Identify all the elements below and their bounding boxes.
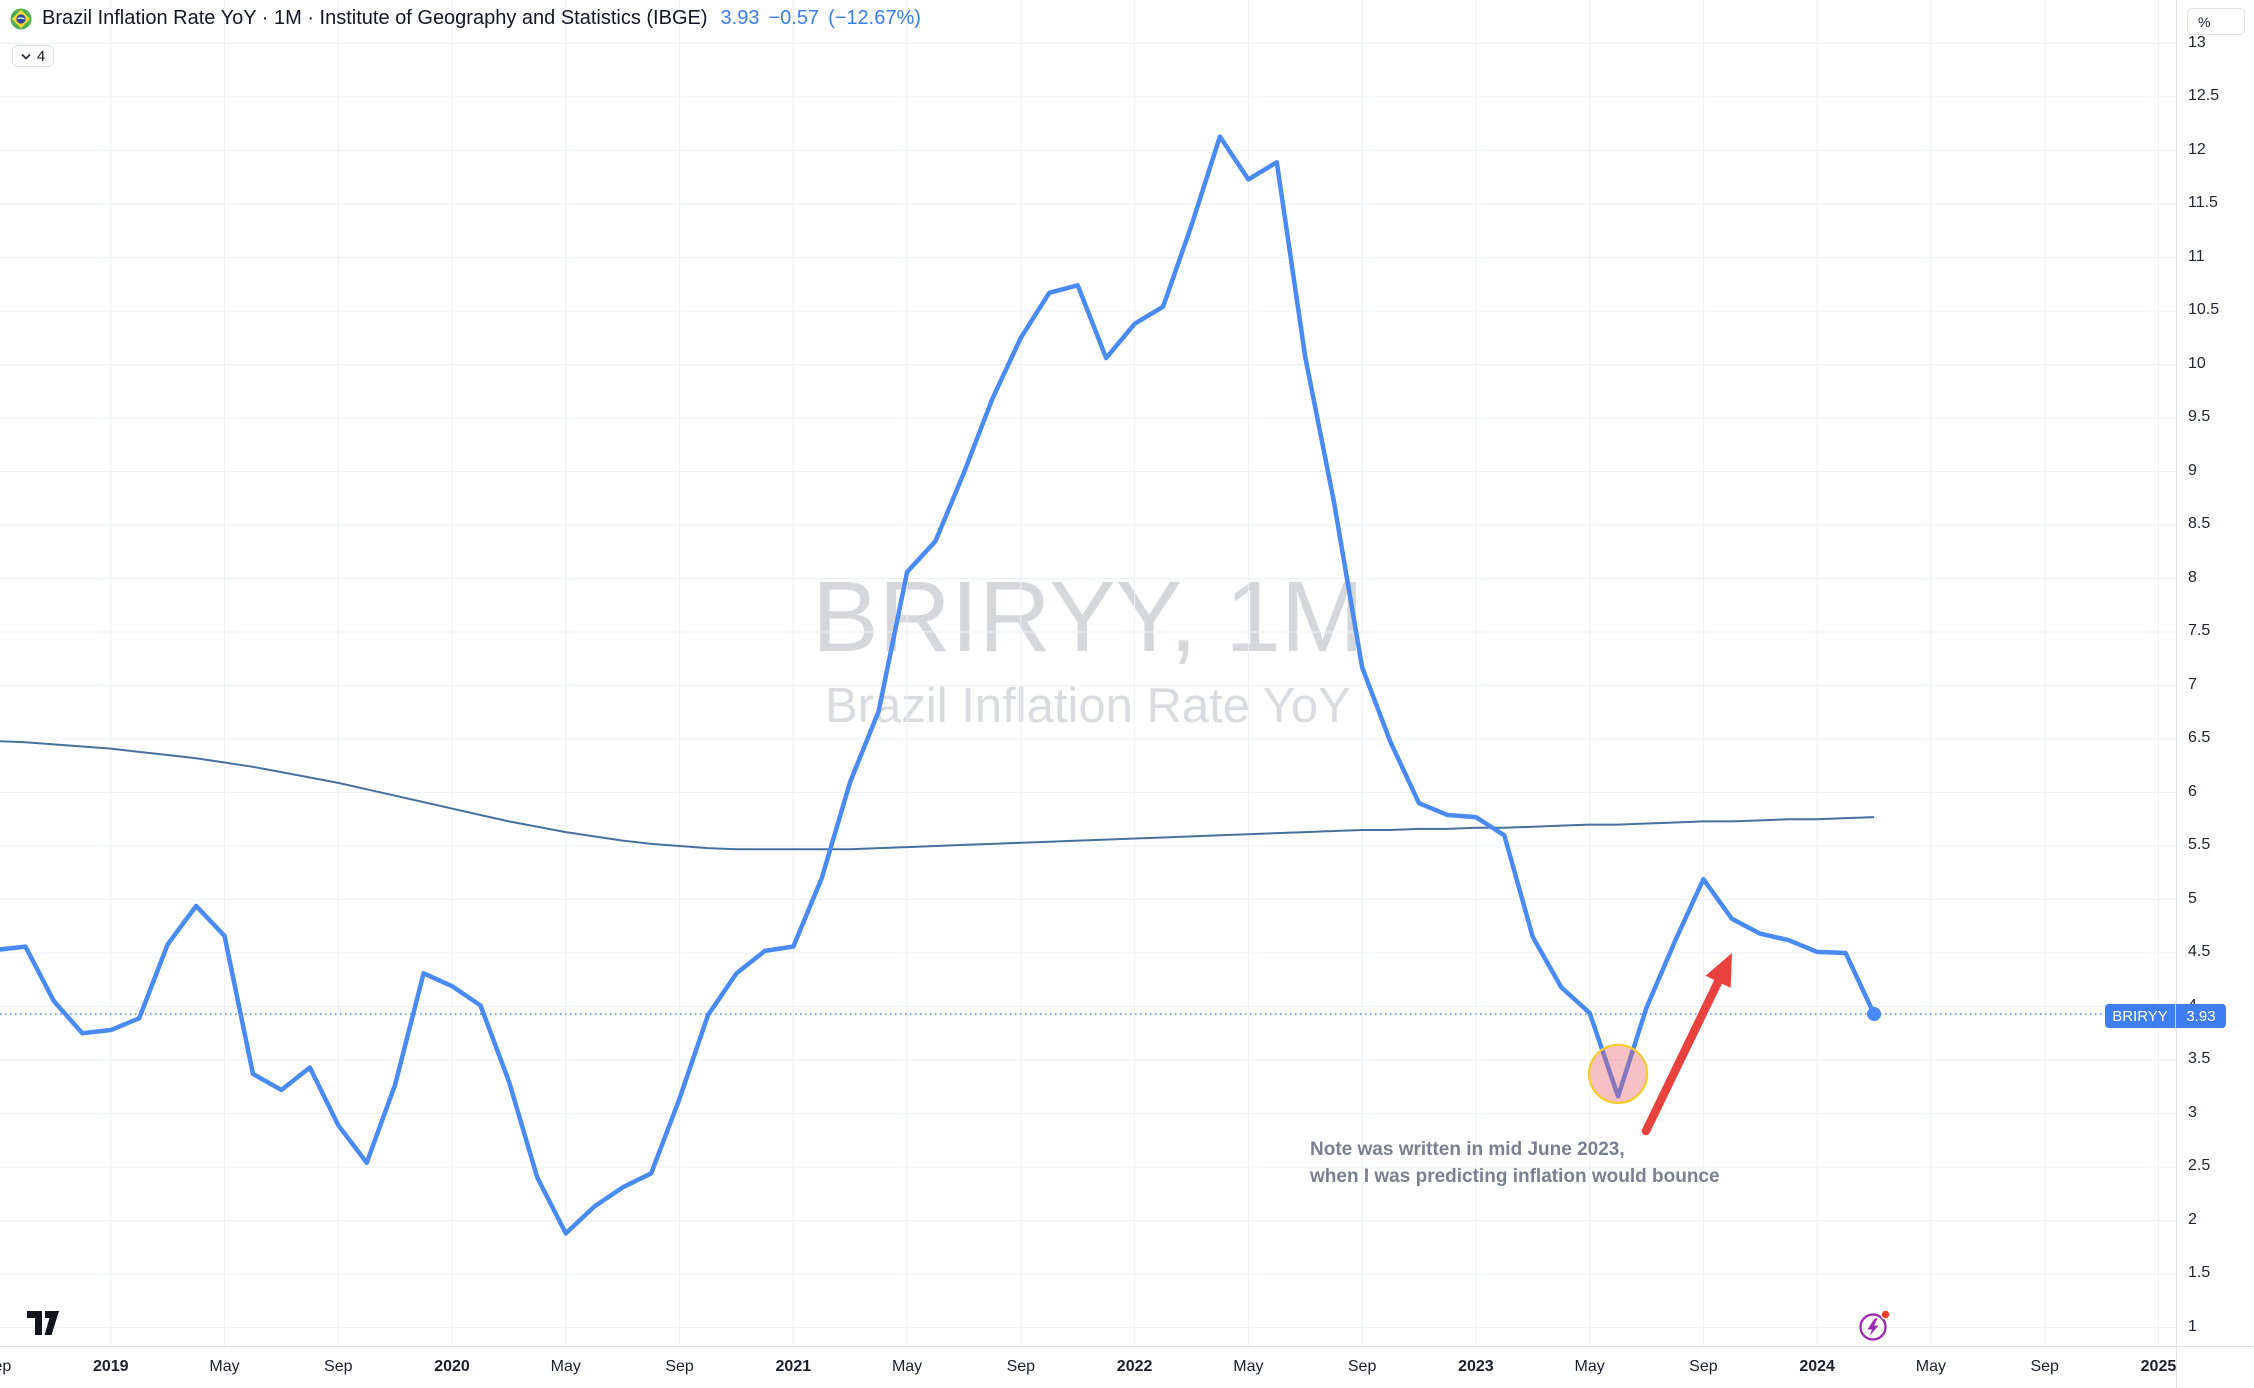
- tradingview-logo[interactable]: [26, 1308, 60, 1338]
- y-tick-label: 8: [2188, 568, 2197, 586]
- price-label-value: 3.93: [2186, 1007, 2216, 1025]
- y-tick-label: 1.5: [2188, 1264, 2211, 1281]
- brazil-flag-icon: [10, 8, 32, 29]
- x-tick-label: Sep: [324, 1358, 353, 1375]
- minds-lightning-icon[interactable]: [1854, 1306, 1894, 1346]
- note-line-1: Note was written in mid June 2023,: [1310, 1139, 1625, 1160]
- price-label-symbol: BRIRYY: [2105, 1004, 2176, 1028]
- note-annotation[interactable]: Note was written in mid June 2023, when …: [1310, 1136, 1720, 1190]
- x-tick-label: 2024: [1799, 1358, 1835, 1375]
- y-tick-label: 13: [2188, 33, 2206, 51]
- x-tick-label: May: [1233, 1358, 1264, 1375]
- main-series-line: [0, 134, 1877, 1236]
- price-label: BRIRYY 3.93: [2105, 1004, 2226, 1028]
- y-tick-label: 8.5: [2188, 515, 2211, 532]
- y-tick-label: 7.5: [2188, 622, 2211, 639]
- y-tick-label: 2.5: [2188, 1157, 2211, 1174]
- x-tick-label: 2021: [775, 1358, 812, 1375]
- y-tick-label: 7: [2188, 675, 2197, 693]
- time-axis[interactable]: Sep 2019 May Sep 2020 May Sep 2021 May Sep 2022 May…: [0, 1346, 2176, 1388]
- arrow-shaft[interactable]: [1641, 975, 1724, 1136]
- trend-line: [0, 740, 1875, 851]
- y-tick-label: 3: [2188, 1103, 2197, 1121]
- y-tick-label: 1: [2188, 1317, 2197, 1335]
- x-tick-label: Sep: [1689, 1358, 1718, 1375]
- x-tick-label: May: [209, 1358, 240, 1375]
- x-tick-label: Sep: [1006, 1358, 1036, 1375]
- chevron-down-icon: [21, 53, 31, 60]
- y-tick-label: 4.5: [2188, 943, 2211, 960]
- x-tick-label: Sep: [665, 1358, 694, 1375]
- x-tick-label: Sep: [0, 1358, 12, 1375]
- change-absolute: −0.57: [768, 7, 820, 29]
- y-tick-label: 12: [2188, 140, 2206, 158]
- last-value: 3.93: [720, 7, 760, 29]
- y-tick-label: 2: [2188, 1210, 2197, 1228]
- indicator-dropdown[interactable]: 4: [12, 45, 54, 67]
- y-tick-label: 9.5: [2188, 408, 2211, 425]
- last-point-dot: [1867, 1006, 1882, 1021]
- y-tick-label: 9: [2188, 461, 2197, 479]
- x-tick-label: 2023: [1458, 1358, 1494, 1375]
- y-tick-label: 3.5: [2188, 1050, 2211, 1067]
- x-tick-label: May: [891, 1358, 923, 1375]
- symbol-title[interactable]: Brazil Inflation Rate YoY · 1M · Institu…: [42, 7, 708, 29]
- x-tick-label: May: [1915, 1358, 1947, 1375]
- x-tick-label: May: [550, 1358, 581, 1375]
- x-tick-label: 2022: [1116, 1358, 1153, 1375]
- indicator-count: 4: [36, 47, 46, 65]
- symbol-header[interactable]: Brazil Inflation Rate YoY · 1M · Institu…: [10, 7, 921, 30]
- y-tick-label: 5.5: [2188, 836, 2211, 853]
- y-tick-label: 11: [2188, 247, 2205, 265]
- note-line-2: when I was predicting inflation would bo…: [1310, 1166, 1720, 1187]
- change-percent: (−12.67%): [828, 7, 921, 29]
- y-tick-label: 12.5: [2188, 87, 2220, 104]
- y-tick-label: 10.5: [2188, 301, 2220, 318]
- symbol-values: 3.93 −0.57 (−12.67%): [721, 7, 921, 30]
- y-tick-label: 6: [2188, 782, 2197, 800]
- x-tick-label: Sep: [1347, 1358, 1377, 1375]
- arrow-head[interactable]: [1705, 953, 1733, 988]
- x-tick-label: Sep: [2030, 1358, 2059, 1375]
- x-tick-label: 2019: [92, 1358, 129, 1375]
- x-tick-label: May: [1574, 1358, 1605, 1375]
- y-tick-label: 10: [2188, 354, 2206, 372]
- x-tick-label: 2025: [2140, 1358, 2176, 1375]
- y-tick-label: 11.5: [2188, 194, 2218, 211]
- percent-unit-button[interactable]: %: [2187, 8, 2245, 35]
- price-axis[interactable]: % 13 12.5 12 11.5 11 10.5 10 9.5 9 8.5 8 7.5 7 6.5 6 5.…: [2176, 0, 2254, 1346]
- axis-corner: [2176, 1346, 2254, 1388]
- y-tick-label: 5: [2188, 889, 2197, 907]
- x-tick-label: 2020: [434, 1358, 470, 1375]
- y-tick-label: 6.5: [2188, 729, 2211, 746]
- ellipse-highlight[interactable]: [1587, 1043, 1649, 1105]
